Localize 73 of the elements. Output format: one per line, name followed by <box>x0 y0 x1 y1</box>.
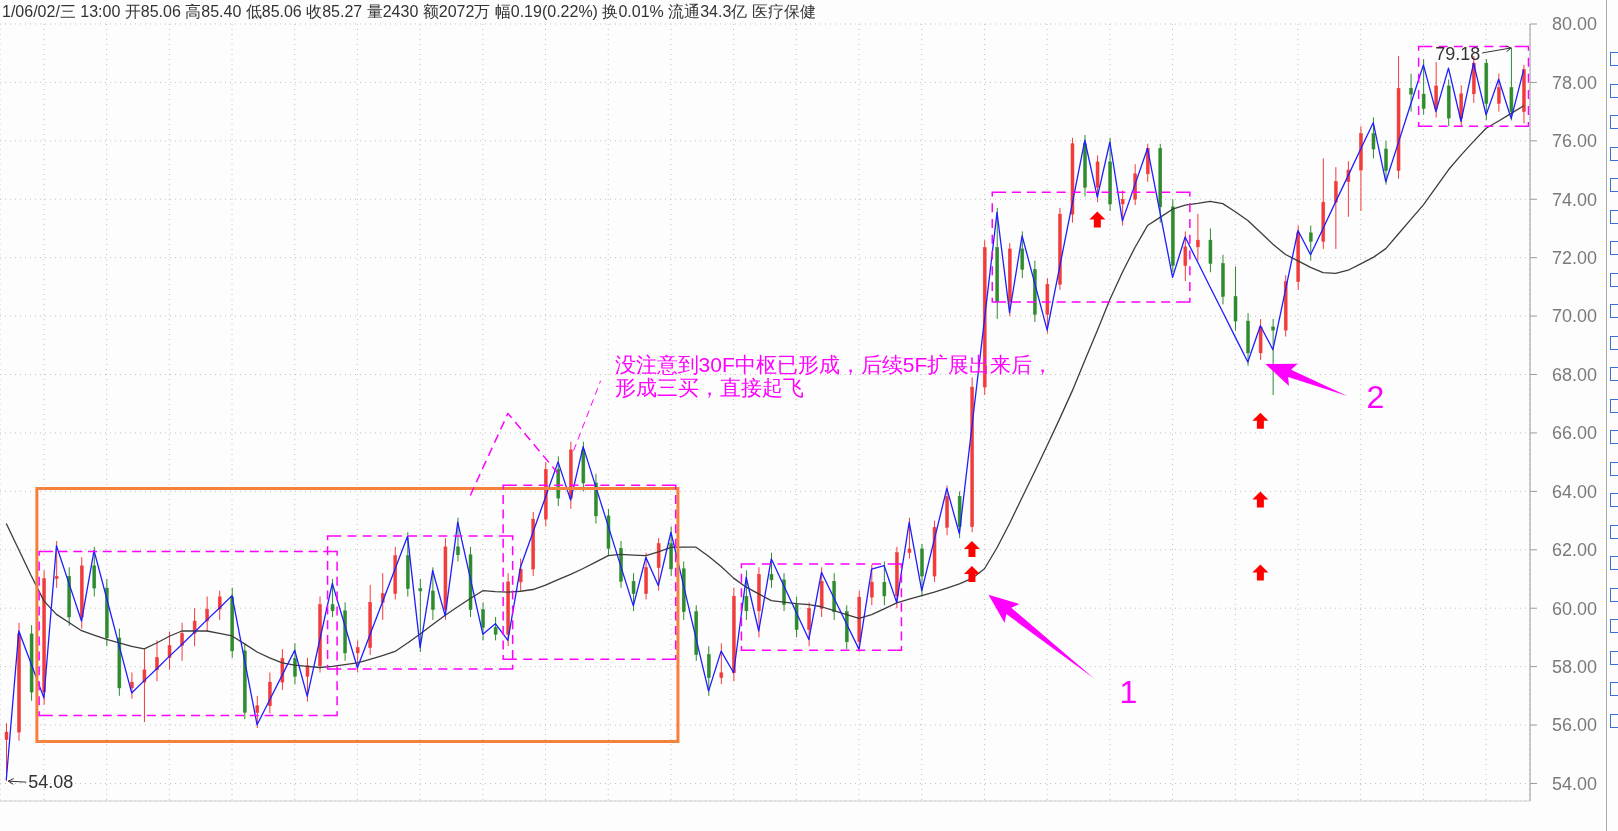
annotation: 79.18 <box>1435 43 1481 64</box>
candlestick <box>130 671 134 700</box>
candlestick <box>1434 61 1438 118</box>
candlestick <box>907 517 912 560</box>
candlestick <box>1309 225 1313 262</box>
y-tick-label: 72.00 <box>1552 248 1598 269</box>
candlestick <box>268 671 272 714</box>
candlestick <box>656 537 661 592</box>
y-tick-label: 68.00 <box>1552 364 1598 385</box>
candlestick <box>707 645 711 697</box>
candlestick <box>481 601 485 641</box>
y-tick-label: 80.00 <box>1552 14 1598 35</box>
point <box>1252 564 1269 581</box>
y-tick-label: 62.00 <box>1552 540 1598 561</box>
candlestick <box>155 639 159 682</box>
candlestick <box>305 657 310 703</box>
candlestick <box>380 572 385 621</box>
candlestick <box>1371 116 1376 159</box>
candlestick <box>493 616 498 641</box>
candlestick <box>744 569 749 621</box>
y-tick-label: 64.00 <box>1552 481 1598 502</box>
candlestick <box>330 578 335 618</box>
candlestick <box>631 572 636 612</box>
chart-title: 1/06/02/三 13:00 开85.06 高85.40 低85.06 收85.27 量2430 额2072万 幅0.19(0.22%) 换0.01% 流通34.3亿 医疗保健 <box>2 2 816 21</box>
y-tick-label: 70.00 <box>1552 306 1598 327</box>
y-tick-label: 58.00 <box>1552 657 1598 678</box>
candlestick <box>142 648 147 723</box>
candlestick <box>1020 230 1025 279</box>
candlestick <box>1509 47 1514 121</box>
candlestick <box>418 578 423 653</box>
candlestick <box>769 552 774 589</box>
candlestick <box>255 695 260 729</box>
point <box>1252 491 1269 508</box>
candlestick <box>1196 213 1200 262</box>
y-tick-label: 66.00 <box>1552 423 1598 444</box>
candlestick <box>1409 73 1413 113</box>
point <box>1252 412 1269 429</box>
candlestick <box>1271 318 1275 396</box>
y-tick-label: 56.00 <box>1552 715 1598 736</box>
candlestick <box>54 540 59 589</box>
candlestick <box>92 546 97 598</box>
candlestick <box>1346 160 1351 218</box>
candlestick <box>807 601 811 647</box>
candlestick <box>4 722 9 782</box>
candlestick <box>1120 190 1125 227</box>
candlestick <box>870 563 874 606</box>
candlestick <box>1384 140 1388 186</box>
y-tick-label: 76.00 <box>1552 131 1598 152</box>
point <box>1089 211 1106 228</box>
candlestick <box>355 639 360 673</box>
point <box>963 540 980 557</box>
candlestick <box>1334 166 1338 250</box>
candlestick <box>293 642 297 685</box>
candlestick <box>719 642 724 685</box>
candlestick <box>180 622 184 662</box>
annotation: 2 <box>1366 379 1385 416</box>
annotation: 1 <box>1119 674 1138 711</box>
candlestick <box>1497 73 1501 113</box>
candlestick <box>1421 58 1426 116</box>
y-tick-label: 74.00 <box>1552 189 1598 210</box>
candlestick <box>167 631 172 671</box>
candlestick <box>205 596 209 633</box>
y-tick-label: 78.00 <box>1552 72 1598 93</box>
point <box>963 566 980 583</box>
line-series <box>469 412 559 497</box>
candlestick <box>456 517 460 562</box>
candlestick <box>1208 227 1213 273</box>
y-tick-label: 60.00 <box>1552 598 1598 619</box>
candlestick <box>431 566 435 621</box>
annotation: 54.08 <box>28 771 74 792</box>
y-tick-label: 54.00 <box>1552 773 1598 794</box>
candlestick <box>217 590 222 621</box>
candlestick <box>882 560 887 606</box>
